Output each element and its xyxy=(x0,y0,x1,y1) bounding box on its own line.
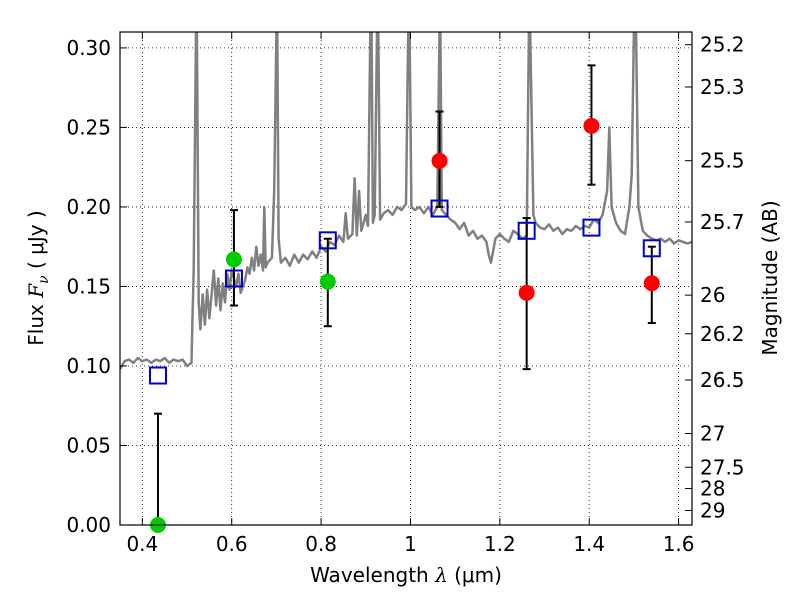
photometry-markers xyxy=(148,64,661,533)
x-tick-label: 0.8 xyxy=(305,532,337,556)
y-tick-label: 0.10 xyxy=(66,354,111,378)
spectrum-line xyxy=(120,32,692,370)
observed-flux-marker xyxy=(225,251,242,268)
model-flux-marker xyxy=(642,239,661,258)
model-flux-marker xyxy=(148,366,167,385)
template-spectrum xyxy=(120,32,692,370)
y-tick-label: 0.00 xyxy=(66,513,111,537)
y2-tick-label: 25.5 xyxy=(700,149,745,173)
y2-tick-label: 28 xyxy=(700,477,725,501)
y2-tick-label: 25.7 xyxy=(700,210,745,234)
model-flux-marker xyxy=(224,269,243,288)
y-tick-label: 0.30 xyxy=(66,36,111,60)
plot-frame xyxy=(119,31,693,526)
observed-flux-marker xyxy=(431,152,448,169)
model-flux-marker xyxy=(318,231,337,250)
x-tick-label: 1.4 xyxy=(573,532,605,556)
x-tick-label: 0.4 xyxy=(126,532,158,556)
model-flux-marker xyxy=(430,199,449,218)
y-axis-title: Flux Fν ( μJy ) xyxy=(24,210,52,345)
y2-tick-label: 26.5 xyxy=(700,368,745,392)
y2-tick-label: 29 xyxy=(700,498,725,522)
y-tick-label: 0.25 xyxy=(66,115,111,139)
model-flux-marker xyxy=(582,218,601,237)
y2-tick-label: 27.5 xyxy=(700,455,745,479)
y2-tick-label: 25.3 xyxy=(700,75,745,99)
x-tick-label: 1.6 xyxy=(663,532,695,556)
x-tick-label: 1.2 xyxy=(484,532,516,556)
observed-flux-marker xyxy=(583,117,600,134)
y2-tick-label: 25.2 xyxy=(700,33,745,57)
y2-axis-title: Magnitude (AB) xyxy=(758,200,782,355)
y-tick-label: 0.05 xyxy=(66,433,111,457)
grid xyxy=(120,32,692,526)
y-tick-label: 0.15 xyxy=(66,274,111,298)
observed-flux-marker xyxy=(319,273,336,290)
observed-flux-marker xyxy=(518,284,535,301)
axis-ticks: 0.4 0.6 0.8 1 1.2 1.4 1.6 0.00 0.05 0.10 0.15 0.20 0… xyxy=(66,32,745,556)
model-flux-marker xyxy=(517,221,536,240)
x-tick-label: 0.6 xyxy=(216,532,248,556)
observed-flux-marker xyxy=(643,275,660,292)
x-tick-label: 1 xyxy=(404,532,417,556)
y2-tick-label: 27 xyxy=(700,421,725,445)
x-axis-title: Wavelength λ (μm) xyxy=(310,563,502,587)
y2-tick-label: 26.2 xyxy=(700,322,745,346)
y-tick-label: 0.20 xyxy=(66,195,111,219)
y2-tick-label: 26 xyxy=(700,283,725,307)
